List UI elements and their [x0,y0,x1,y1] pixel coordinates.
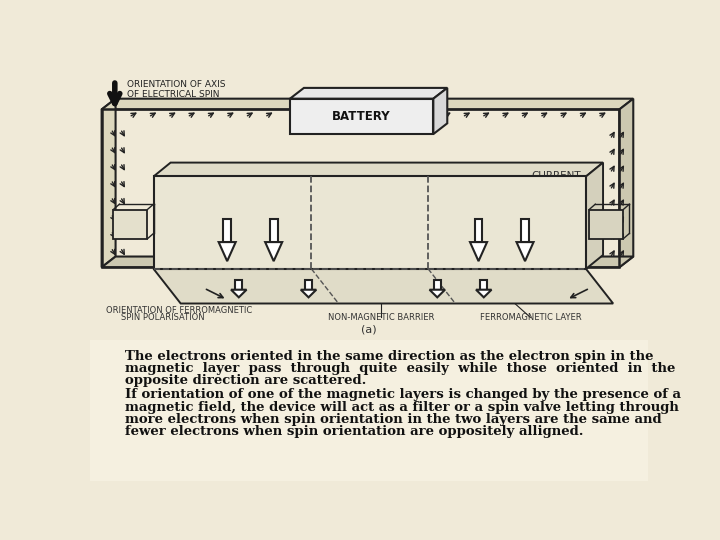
Text: CURRENT: CURRENT [532,171,581,181]
Polygon shape [586,163,603,269]
Text: ORIENTATION OF AXIS: ORIENTATION OF AXIS [127,80,225,89]
Polygon shape [433,88,447,134]
Polygon shape [516,242,534,261]
Text: The electrons oriented in the same direction as the electron spin in the: The electrons oriented in the same direc… [125,350,653,363]
Text: NON-MAGNETIC BARRIER: NON-MAGNETIC BARRIER [328,313,435,322]
Bar [153,177,586,269]
Polygon shape [153,269,613,303]
Text: opposite direction are scattered.: opposite direction are scattered. [125,374,366,387]
Bar [102,110,619,267]
Polygon shape [265,242,282,261]
Bar [113,210,148,239]
Bar [290,99,433,134]
Polygon shape [102,256,634,267]
Bar [90,340,648,481]
Text: If orientation of one of the magnetic layers is changed by the presence of a: If orientation of one of the magnetic la… [125,388,681,401]
Polygon shape [470,242,487,261]
Polygon shape [153,163,603,177]
Text: magnetic field, the device will act as a filter or a spin valve letting through: magnetic field, the device will act as a… [125,401,679,414]
Text: SPIN POLARISATION: SPIN POLARISATION [121,313,204,322]
Bar [474,219,482,242]
Text: more electrons when spin orientation in the two layers are the same and: more electrons when spin orientation in … [125,413,662,426]
Polygon shape [619,99,634,267]
Polygon shape [301,290,316,298]
Bar [433,280,441,290]
Polygon shape [102,99,634,110]
Polygon shape [430,290,445,298]
Text: (a): (a) [361,325,377,335]
Polygon shape [102,99,116,267]
Text: OF ELECTRICAL SPIN: OF ELECTRICAL SPIN [127,90,220,99]
Text: ORIENTATION OF FERROMAGNETIC: ORIENTATION OF FERROMAGNETIC [106,306,252,315]
Bar [270,219,277,242]
Text: CURRENT: CURRENT [174,195,223,205]
Bar [589,210,624,239]
Polygon shape [219,242,235,261]
Text: fewer electrons when spin orientation are oppositely alligned.: fewer electrons when spin orientation ar… [125,425,583,438]
Polygon shape [231,290,246,298]
Polygon shape [476,290,492,298]
Bar [480,280,487,290]
Polygon shape [290,88,447,99]
Bar [235,280,243,290]
Bar [223,219,231,242]
Text: BATTERY: BATTERY [333,110,391,123]
Text: FERROMAGNETIC LAYER: FERROMAGNETIC LAYER [480,313,581,322]
Bar [521,219,529,242]
Text: SPIN-POLARISED: SPIN-POLARISED [174,186,260,196]
Text: magnetic  layer  pass  through  quite  easily  while  those  oriented  in  the: magnetic layer pass through quite easily… [125,362,675,375]
Bar [305,280,312,290]
